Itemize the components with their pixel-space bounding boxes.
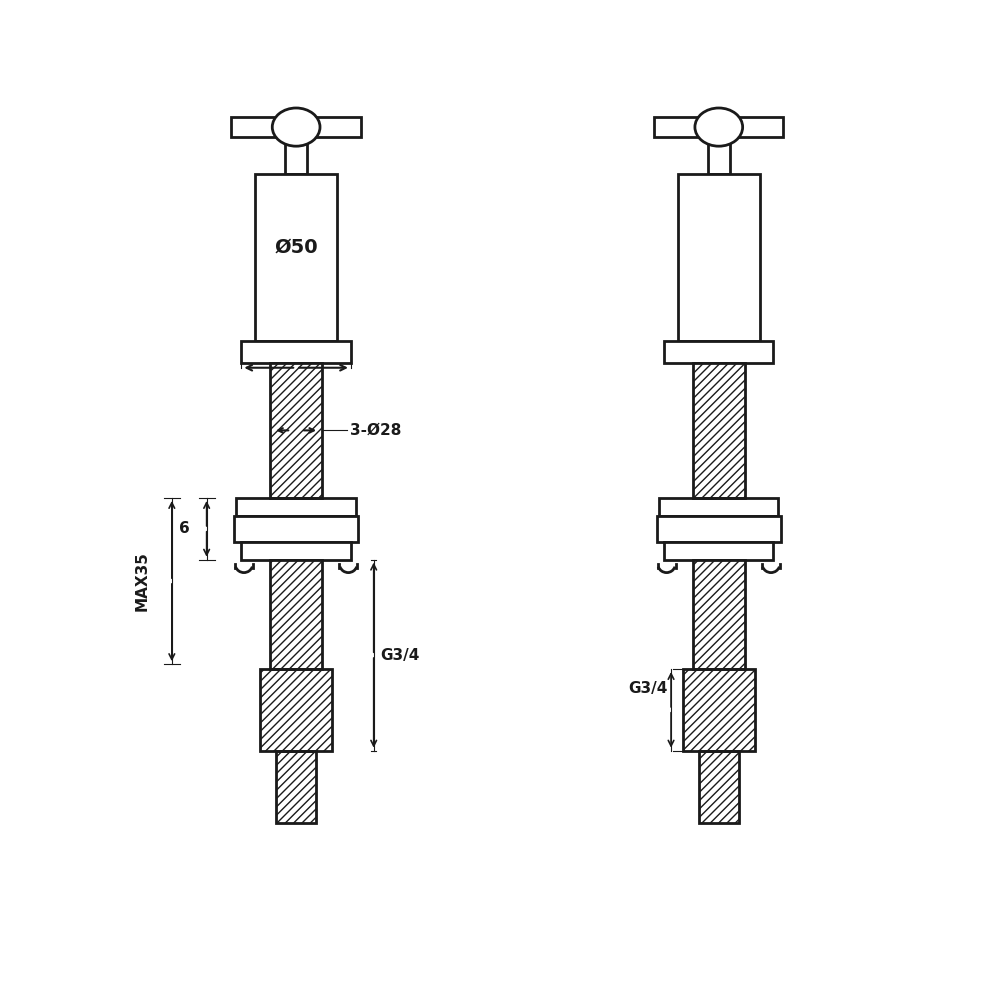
Ellipse shape xyxy=(272,108,320,146)
Bar xyxy=(664,341,773,363)
Bar xyxy=(236,498,356,516)
Bar xyxy=(276,751,316,823)
Bar xyxy=(693,560,745,669)
Text: G3/4: G3/4 xyxy=(629,681,668,696)
Bar xyxy=(270,560,322,669)
Bar xyxy=(270,363,322,498)
Bar xyxy=(260,669,332,751)
Text: Ø50: Ø50 xyxy=(274,238,318,257)
Text: MAX35: MAX35 xyxy=(134,551,149,611)
Bar xyxy=(693,560,745,669)
Text: 3-Ø28: 3-Ø28 xyxy=(350,423,401,438)
Bar xyxy=(241,542,351,560)
Bar xyxy=(683,669,755,751)
Text: 6: 6 xyxy=(179,521,190,536)
Bar xyxy=(234,516,358,542)
Bar xyxy=(664,542,773,560)
Bar xyxy=(708,138,730,174)
Bar xyxy=(678,174,760,341)
Bar xyxy=(659,498,778,516)
Bar xyxy=(693,363,745,498)
Bar xyxy=(693,363,745,498)
Bar xyxy=(657,516,781,542)
Bar xyxy=(683,669,755,751)
Bar xyxy=(699,751,739,823)
Bar xyxy=(285,138,307,174)
Bar xyxy=(260,669,332,751)
Ellipse shape xyxy=(695,108,743,146)
Bar xyxy=(270,363,322,498)
Bar xyxy=(270,560,322,669)
Bar xyxy=(231,117,361,137)
Bar xyxy=(276,751,316,823)
Bar xyxy=(654,117,783,137)
Bar xyxy=(241,341,351,363)
Text: G3/4: G3/4 xyxy=(381,648,420,663)
Bar xyxy=(255,174,337,341)
Bar xyxy=(699,751,739,823)
